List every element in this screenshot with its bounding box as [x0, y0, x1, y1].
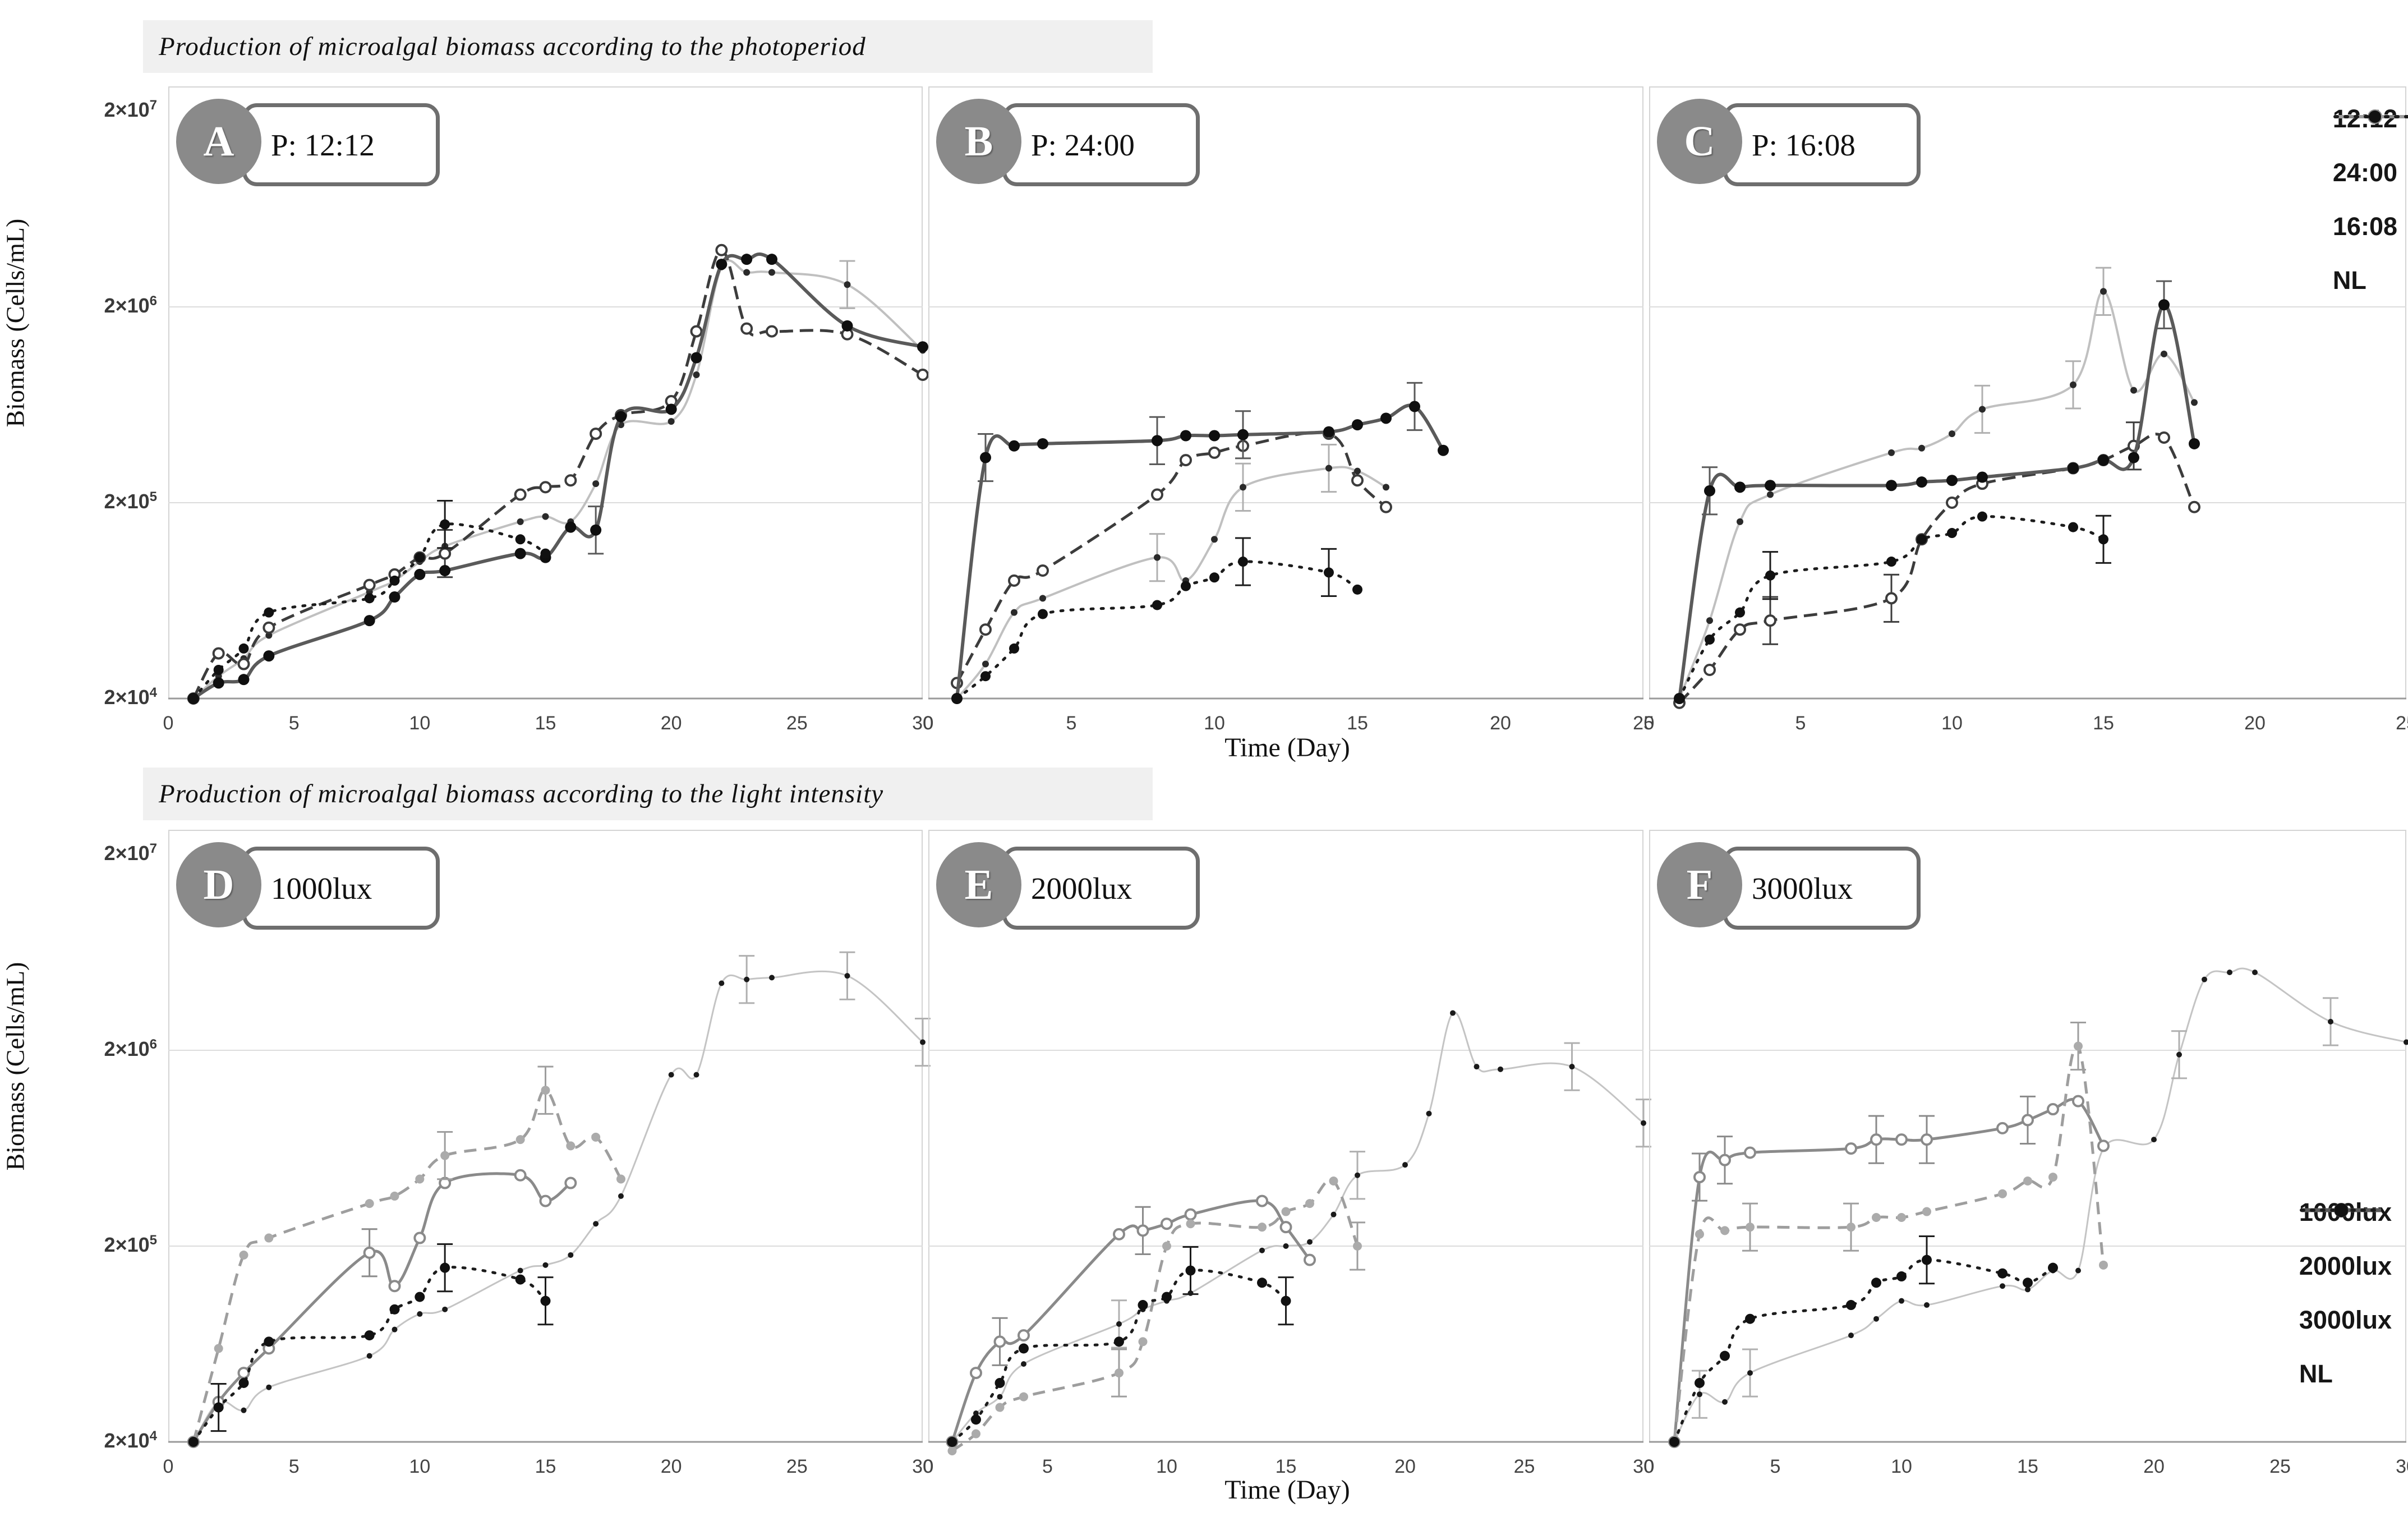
svg-text:0: 0 [923, 1456, 934, 1477]
badge-tag: 1000lux [242, 847, 440, 930]
svg-text:25: 25 [1514, 1456, 1535, 1477]
svg-text:10: 10 [409, 1456, 430, 1477]
y-tick: 2×107 [104, 98, 157, 121]
svg-text:10: 10 [1204, 713, 1225, 734]
svg-text:15: 15 [1347, 713, 1368, 734]
svg-text:25: 25 [2269, 1456, 2291, 1477]
chart-row-photoperiod: 0 5 10 15 20 25 30 P: 12:12 A 0 5 10 15 20 25 P: 24… [0, 84, 2408, 735]
badge-tag: P: 12:12 [242, 103, 440, 186]
svg-text:15: 15 [2093, 713, 2114, 734]
svg-text:0: 0 [163, 713, 174, 734]
panel-b: 0 5 10 15 20 25 P: 24:00 B [923, 84, 1654, 735]
svg-text:30: 30 [912, 713, 933, 734]
legend-item-nl: NL [2332, 111, 2408, 295]
legend-label: NL [2299, 1359, 2333, 1388]
y-tick: 2×105 [104, 1233, 157, 1256]
panel-d-plot: 0 5 10 15 20 25 30 [163, 830, 933, 1477]
section-title-photoperiod: Production of microalgal biomass accordi… [143, 20, 1153, 73]
y-tick: 2×106 [104, 1037, 157, 1060]
chart-row-light: 0 5 10 15 20 25 30 1000lux D 0 5 10 15 20 25 30 2000… [0, 828, 2408, 1478]
y-tick: 2×104 [104, 1428, 157, 1452]
svg-text:5: 5 [1770, 1456, 1781, 1477]
panel-a-plot: 0 5 10 15 20 25 30 [163, 86, 933, 734]
legend-item-1608: 16:08 [2332, 111, 2408, 241]
svg-text:15: 15 [535, 713, 556, 734]
svg-text:25: 25 [786, 1456, 808, 1477]
legend-item-2400: 24:00 [2332, 109, 2408, 187]
svg-text:5: 5 [1042, 1456, 1053, 1477]
panel-c: 0 5 10 15 20 25 P: 16:08 C 12:12 24:00 16:08 [1644, 84, 2408, 735]
badge-circle: A [176, 99, 261, 184]
svg-text:5: 5 [1066, 713, 1077, 734]
panel-f: 0 5 10 15 20 25 30 3000lux F 1000lux 2000lux 3… [1644, 828, 2408, 1478]
badge-tag: P: 16:08 [1723, 103, 1921, 186]
svg-text:0: 0 [923, 713, 934, 734]
panel-f-plot: 0 5 10 15 20 25 30 [1644, 830, 2408, 1477]
legend-label: NL [2332, 266, 2366, 295]
svg-text:20: 20 [2244, 713, 2266, 734]
badge-circle: B [936, 99, 1021, 184]
legend-photoperiod: 12:12 24:00 16:08 NL [2332, 104, 2408, 295]
svg-text:10: 10 [1941, 713, 1963, 734]
y-tick: 2×107 [104, 841, 157, 865]
svg-text:15: 15 [535, 1456, 556, 1477]
legend-label: 2000lux [2299, 1252, 2392, 1280]
y-tick: 2×105 [104, 489, 157, 513]
x-axis-label-row1: Time (Day) [1224, 733, 1350, 762]
svg-text:10: 10 [1156, 1456, 1177, 1477]
badge-circle: D [176, 842, 261, 927]
svg-text:5: 5 [289, 713, 300, 734]
legend-item-2000lux: 2000lux [2299, 1203, 2392, 1281]
section-title-light-intensity: Production of microalgal biomass accordi… [143, 768, 1153, 820]
svg-text:10: 10 [409, 713, 430, 734]
svg-text:0: 0 [163, 1456, 174, 1477]
svg-text:30: 30 [912, 1456, 933, 1477]
y-tick: 2×104 [104, 685, 157, 709]
panel-d: 0 5 10 15 20 25 30 1000lux D [163, 828, 933, 1478]
legend-line-icon [2299, 1204, 2383, 1216]
badge-circle: C [1657, 99, 1742, 184]
svg-text:0: 0 [1644, 713, 1655, 734]
legend-label: 24:00 [2332, 158, 2397, 187]
panel-e-plot: 0 5 10 15 20 25 30 [923, 830, 1654, 1477]
svg-text:20: 20 [1394, 1456, 1416, 1477]
svg-text:10: 10 [1891, 1456, 1912, 1477]
panel-e: 0 5 10 15 20 25 30 2000lux E [923, 828, 1654, 1478]
svg-text:5: 5 [1795, 713, 1806, 734]
legend-light-intensity: 1000lux 2000lux 3000lux NL [2299, 1198, 2392, 1389]
panel-a: 0 5 10 15 20 25 30 P: 12:12 A [163, 84, 933, 735]
panel-b-plot: 0 5 10 15 20 25 [923, 86, 1654, 734]
svg-text:25: 25 [2396, 713, 2408, 734]
badge-circle: F [1657, 842, 1742, 927]
badge-tag: 2000lux [1002, 847, 1200, 930]
svg-text:20: 20 [661, 1456, 682, 1477]
svg-text:30: 30 [2396, 1456, 2408, 1477]
x-axis-label-row2: Time (Day) [1224, 1475, 1350, 1505]
svg-text:5: 5 [289, 1456, 300, 1477]
legend-label: 3000lux [2299, 1306, 2392, 1334]
legend-line-icon [2333, 111, 2408, 123]
y-tick: 2×106 [104, 293, 157, 317]
svg-text:20: 20 [2143, 1456, 2165, 1477]
legend-item-nl2: NL [2299, 1204, 2392, 1389]
legend-label: 12:12 [2332, 104, 2397, 133]
svg-text:30: 30 [1633, 1456, 1654, 1477]
svg-text:0: 0 [1644, 1456, 1655, 1477]
svg-text:15: 15 [2017, 1456, 2038, 1477]
badge-tag: 3000lux [1723, 847, 1921, 930]
svg-text:25: 25 [1633, 713, 1654, 734]
svg-text:25: 25 [786, 713, 808, 734]
legend-label: 16:08 [2332, 212, 2397, 241]
legend-item-3000lux: 3000lux [2299, 1203, 2392, 1335]
svg-text:15: 15 [1276, 1456, 1297, 1477]
badge-tag: P: 24:00 [1002, 103, 1200, 186]
panel-c-plot: 0 5 10 15 20 25 [1644, 86, 2408, 734]
svg-text:20: 20 [1490, 713, 1511, 734]
badge-circle: E [936, 842, 1021, 927]
svg-text:20: 20 [661, 713, 682, 734]
